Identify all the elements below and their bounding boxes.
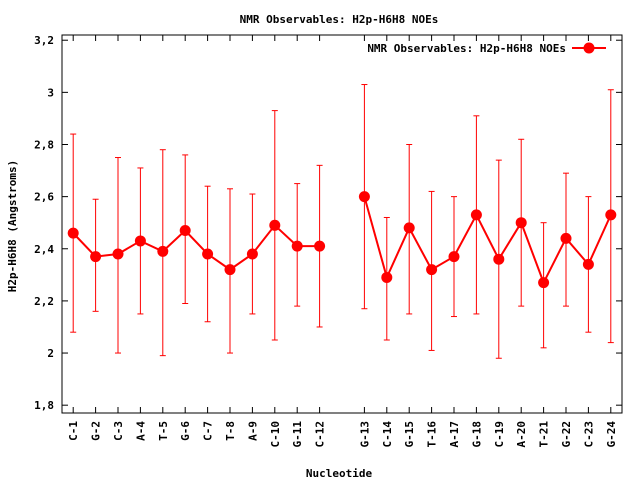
x-tick-label: C-12	[314, 421, 327, 448]
x-axis-label: Nucleotide	[306, 467, 373, 480]
data-point	[269, 219, 281, 231]
x-tick-label: T-8	[224, 421, 237, 441]
data-point	[403, 222, 415, 234]
y-axis-label: H2p-H6H8 (Angstroms)	[6, 160, 19, 292]
x-tick-label: T-16	[426, 421, 439, 448]
x-tick-label: C-14	[381, 421, 394, 448]
x-tick-label: A-17	[448, 421, 461, 448]
data-point	[202, 248, 214, 260]
y-tick-label: 3	[47, 86, 54, 99]
chart-title: NMR Observables: H2p-H6H8 NOEs	[240, 13, 439, 26]
data-point	[246, 248, 258, 260]
x-tick-label: C-23	[582, 421, 595, 448]
data-point	[112, 248, 124, 260]
x-tick-label: G-13	[358, 421, 371, 448]
x-tick-label: A-9	[246, 421, 259, 441]
data-point	[493, 253, 505, 265]
y-tick-label: 3,2	[34, 34, 54, 47]
data-point	[426, 264, 438, 276]
x-tick-label: T-21	[538, 421, 551, 448]
legend: NMR Observables: H2p-H6H8 NOEs	[367, 42, 606, 55]
data-point	[224, 264, 236, 276]
data-point	[538, 277, 550, 289]
x-tick-label: G-15	[403, 421, 416, 448]
x-tick-label: A-4	[134, 421, 147, 441]
x-tick-label: A-20	[515, 421, 528, 448]
data-point	[179, 225, 191, 237]
x-tick-label: G-6	[179, 421, 192, 441]
y-tick-label: 2,4	[34, 243, 54, 256]
data-point	[605, 209, 617, 221]
data-point	[470, 209, 482, 221]
y-tick-label: 2,2	[34, 295, 54, 308]
series-line	[363, 196, 612, 286]
x-tick-label: C-3	[112, 421, 125, 441]
x-tick-label: G-22	[560, 421, 573, 448]
x-tick-label: C-19	[493, 421, 506, 448]
series-layer	[67, 84, 617, 359]
axes-layer: 1,8 2 2,2 2,4 2,6 2,8 3 3,2 C-1 G-2 C-3 A-4 T-5 G-6 C-…	[34, 34, 623, 448]
data-point	[582, 258, 594, 270]
data-point	[358, 191, 370, 203]
x-tick-label: G-24	[605, 421, 618, 448]
data-point	[67, 227, 79, 239]
x-tick-label: C-7	[202, 421, 215, 441]
data-point	[134, 235, 146, 247]
data-point	[314, 240, 326, 252]
y-tick-label: 1,8	[34, 399, 54, 412]
plot-frame	[61, 34, 623, 414]
series-line	[72, 223, 320, 271]
data-point	[560, 232, 572, 244]
x-tick-label: G-2	[90, 421, 103, 441]
data-point	[291, 240, 303, 252]
y-tick-label: 2,8	[34, 138, 54, 151]
x-tick-label: T-5	[157, 421, 170, 441]
data-point	[381, 271, 393, 283]
x-tick-label: G-11	[291, 421, 304, 448]
data-point	[448, 251, 460, 263]
x-tick-label: C-1	[67, 421, 80, 441]
y-tick-label: 2	[47, 347, 54, 360]
legend-marker	[583, 42, 595, 54]
legend-label: NMR Observables: H2p-H6H8 NOEs	[367, 42, 566, 55]
data-point	[515, 217, 527, 229]
x-tick-label: G-18	[470, 421, 483, 448]
x-tick-label: C-10	[269, 421, 282, 448]
data-point	[157, 245, 169, 257]
y-tick-label: 2,6	[34, 191, 54, 204]
data-point	[90, 251, 102, 263]
